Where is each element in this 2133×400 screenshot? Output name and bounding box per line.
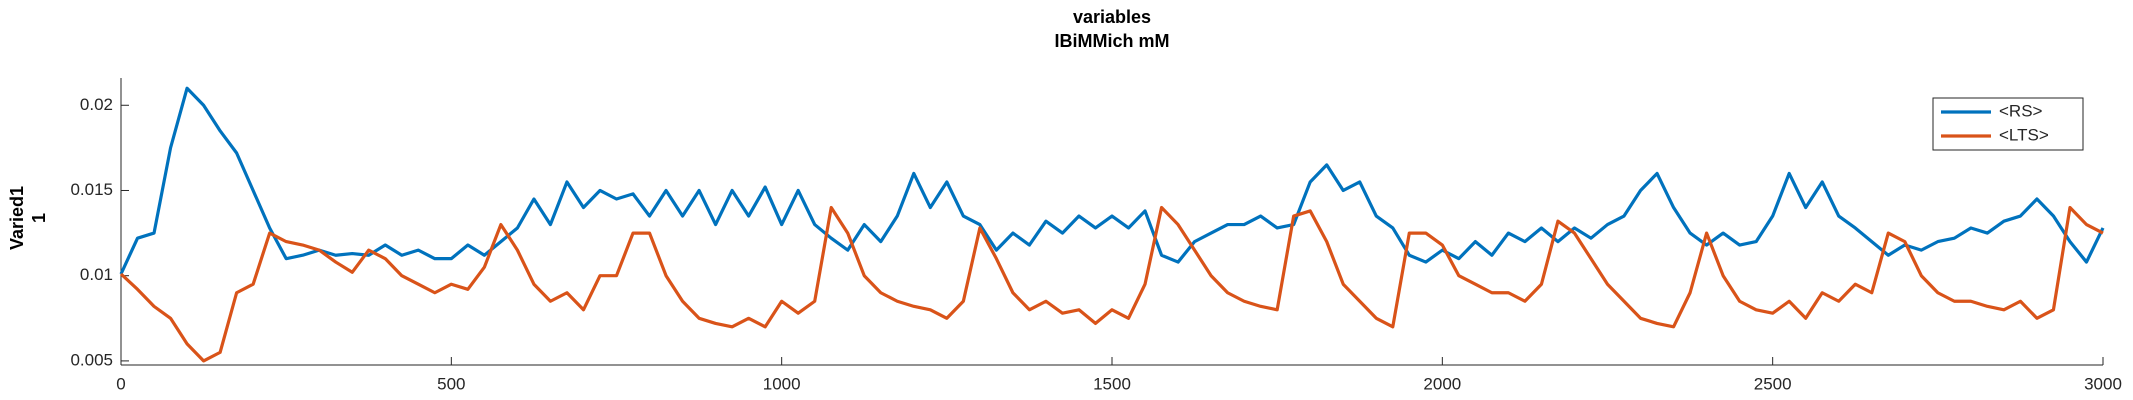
x-tick-label: 500 xyxy=(437,374,465,393)
y-tick-label: 0.01 xyxy=(80,265,113,284)
x-tick-label: 2500 xyxy=(1754,374,1792,393)
chart-title: variables xyxy=(1073,7,1151,27)
series-line xyxy=(119,86,2105,275)
legend-label: <RS> xyxy=(1999,101,2043,120)
x-tick-label: 2000 xyxy=(1423,374,1461,393)
legend-label: <LTS> xyxy=(1999,125,2049,144)
y-tick-label: 0.015 xyxy=(70,180,113,199)
x-tick-label: 3000 xyxy=(2084,374,2122,393)
y-axis-label: 1 xyxy=(29,213,49,223)
y-axis-label: Varied1 xyxy=(7,186,27,250)
x-tick-label: 1000 xyxy=(763,374,801,393)
x-tick-label: 0 xyxy=(116,374,125,393)
legend-box xyxy=(1932,97,2084,151)
y-tick-label: 0.02 xyxy=(80,95,113,114)
series-line xyxy=(119,205,2104,363)
x-tick-label: 1500 xyxy=(1093,374,1131,393)
y-tick-label: 0.005 xyxy=(70,350,113,369)
chart-subtitle: IBiMMich mM xyxy=(1055,31,1170,51)
